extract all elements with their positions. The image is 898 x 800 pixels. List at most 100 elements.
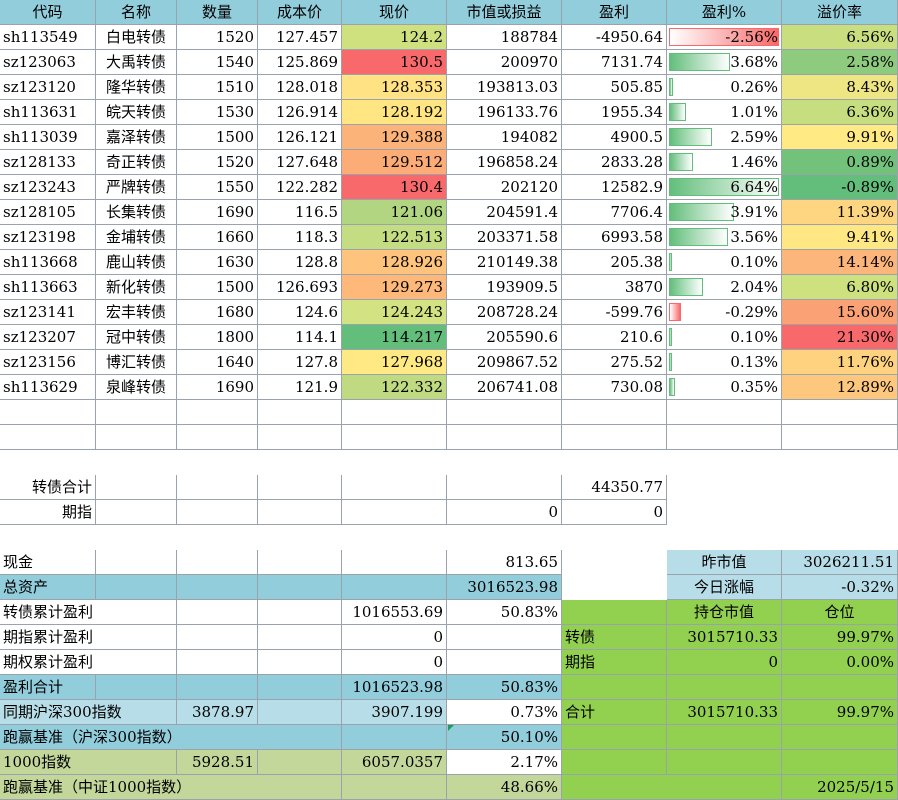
cell-code[interactable]: sz123198 [0,225,96,250]
cell-cost[interactable]: 127.648 [258,150,342,175]
empty-cell[interactable] [258,550,342,575]
date-cell[interactable]: 2025/5/15 [782,775,898,800]
empty-cell[interactable] [447,650,562,675]
empty-cell[interactable] [782,675,898,700]
empty-cell[interactable] [782,425,898,450]
empty-cell[interactable] [782,725,898,750]
cell-qty[interactable]: 1520 [177,25,258,50]
cell-profit-pct[interactable]: 3.68% [667,50,782,75]
header-qty[interactable]: 数量 [177,0,258,25]
cb-pos-pct[interactable]: 99.97% [782,625,898,650]
empty-cell[interactable] [258,700,342,725]
cell-premium[interactable]: 15.60% [782,300,898,325]
cell-profit[interactable]: -4950.64 [562,25,667,50]
empty-cell[interactable] [562,400,667,425]
empty-cell[interactable] [177,625,258,650]
cell-profit-pct[interactable]: 1.01% [667,100,782,125]
empty-cell[interactable] [342,475,447,500]
cb-pos-mv[interactable]: 3015710.33 [667,625,782,650]
fut-pos-pct[interactable]: 0.00% [782,650,898,675]
empty-cell[interactable] [177,675,258,700]
empty-cell[interactable] [342,575,447,600]
empty-cell[interactable] [667,725,782,750]
empty-cell[interactable] [96,550,177,575]
empty-cell[interactable] [342,400,447,425]
cell-qty[interactable]: 1690 [177,200,258,225]
cell-profit-pct[interactable]: -2.56% [667,25,782,50]
cell-profit[interactable]: -599.76 [562,300,667,325]
cell-market-value[interactable]: 209867.52 [447,350,562,375]
cell-market-value[interactable]: 200970 [447,50,562,75]
empty-cell[interactable] [342,725,447,750]
beat-zz1000-pct[interactable]: 48.66% [447,775,562,800]
empty-cell[interactable] [562,675,667,700]
cell-price[interactable]: 121.06 [342,200,447,225]
cell-qty[interactable]: 1500 [177,275,258,300]
beat-hs300-pct[interactable]: 50.10% [447,725,562,750]
cell-code[interactable]: sz128133 [0,150,96,175]
header-code[interactable]: 代码 [0,0,96,25]
opt-cum-value[interactable]: 0 [342,650,447,675]
cell-qty[interactable]: 1530 [177,100,258,125]
prev-mv-label[interactable]: 昨市值 [667,550,782,575]
cell-code[interactable]: sz128105 [0,200,96,225]
cell-name[interactable]: 嘉泽转债 [96,125,177,150]
cell-profit-pct[interactable]: 2.59% [667,125,782,150]
empty-cell[interactable] [258,600,342,625]
cb-cum-pct[interactable]: 50.83% [447,600,562,625]
cell-price[interactable]: 122.332 [342,375,447,400]
cell-price[interactable]: 129.273 [342,275,447,300]
cell-profit[interactable]: 12582.9 [562,175,667,200]
cell-code[interactable]: sh113549 [0,25,96,50]
cell-qty[interactable]: 1630 [177,250,258,275]
cell-cost[interactable]: 118.3 [258,225,342,250]
hs300-now[interactable]: 3907.199 [342,700,447,725]
cell-profit[interactable]: 7131.74 [562,50,667,75]
header-prem[interactable]: 溢价率 [782,0,898,25]
cell-market-value[interactable]: 193909.5 [447,275,562,300]
cell-code[interactable]: sz123207 [0,325,96,350]
cell-code[interactable]: sz123243 [0,175,96,200]
cell-profit-pct[interactable]: -0.29% [667,300,782,325]
cell-premium[interactable]: 11.76% [782,350,898,375]
empty-cell[interactable] [782,400,898,425]
cell-qty[interactable]: 1540 [177,50,258,75]
total-assets-value[interactable]: 3016523.98 [447,575,562,600]
hs300-label[interactable]: 同期沪深300指数 [0,700,177,725]
cell-code[interactable]: sz123063 [0,50,96,75]
cell-cost[interactable]: 122.282 [258,175,342,200]
cash-value[interactable]: 813.65 [447,550,562,575]
empty-cell[interactable] [96,400,177,425]
empty-cell[interactable] [342,500,447,525]
cell-premium[interactable]: 6.80% [782,275,898,300]
cell-code[interactable]: sz123156 [0,350,96,375]
cell-market-value[interactable]: 205590.6 [447,325,562,350]
hs300-pct[interactable]: 0.73% [447,700,562,725]
cb-total-label[interactable]: 转债合计 [0,475,96,500]
cell-code[interactable]: sh113668 [0,250,96,275]
empty-cell[interactable] [447,625,562,650]
cell-profit-pct[interactable]: 0.10% [667,325,782,350]
zz1000-label[interactable]: 1000指数 [0,750,177,775]
cell-name[interactable]: 隆华转债 [96,75,177,100]
beat-hs300-label[interactable]: 跑赢基准（沪深300指数） [0,725,342,750]
cell-premium[interactable]: 21.30% [782,325,898,350]
cell-profit[interactable]: 275.52 [562,350,667,375]
prev-mv-value[interactable]: 3026211.51 [782,550,898,575]
cell-code[interactable]: sh113039 [0,125,96,150]
cell-code[interactable]: sh113663 [0,275,96,300]
cell-code[interactable]: sh113631 [0,100,96,125]
cell-price[interactable]: 129.512 [342,150,447,175]
empty-cell[interactable] [96,500,177,525]
cell-market-value[interactable]: 196858.24 [447,150,562,175]
cell-price[interactable]: 129.388 [342,125,447,150]
position-header[interactable]: 仓位 [782,600,898,625]
cell-price[interactable]: 114.217 [342,325,447,350]
cell-premium[interactable]: 0.89% [782,150,898,175]
cell-premium[interactable]: -0.89% [782,175,898,200]
cell-profit-pct[interactable]: 0.10% [667,250,782,275]
cell-profit-pct[interactable]: 3.56% [667,225,782,250]
profit-total-pct[interactable]: 50.83% [447,675,562,700]
empty-cell[interactable] [562,750,667,775]
cell-name[interactable]: 冠中转债 [96,325,177,350]
